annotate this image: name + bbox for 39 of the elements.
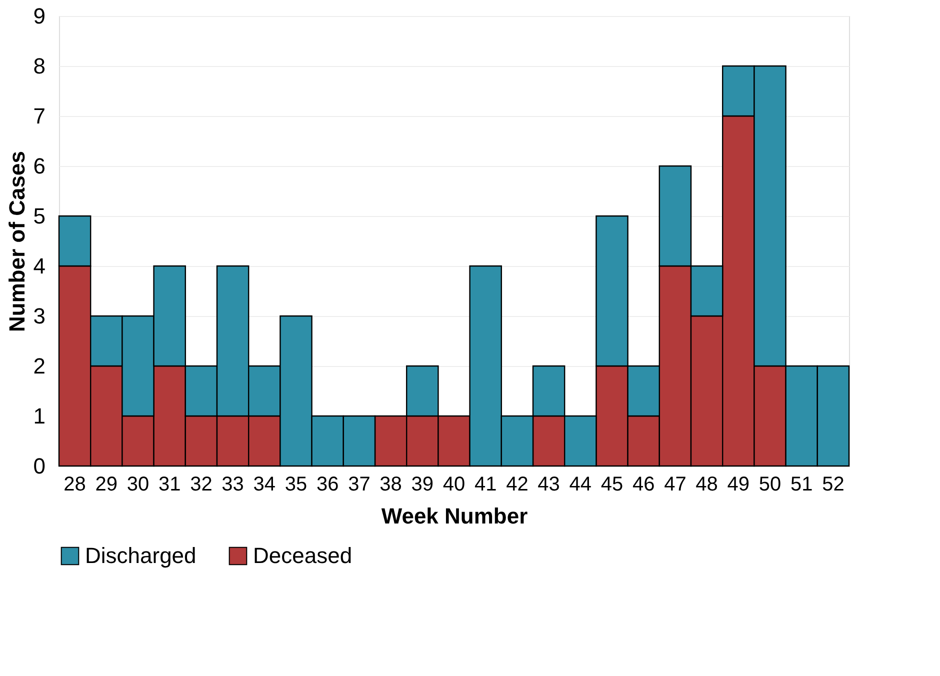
legend-label: Discharged bbox=[85, 543, 196, 568]
x-tick-label: 33 bbox=[222, 474, 244, 496]
y-tick-label: 8 bbox=[33, 54, 46, 78]
x-tick-label: 49 bbox=[727, 474, 750, 496]
x-tick-label: 29 bbox=[95, 474, 118, 496]
y-tick-label: 6 bbox=[33, 154, 46, 178]
x-tick-label: 51 bbox=[790, 474, 813, 496]
x-tick-label: 38 bbox=[380, 474, 402, 496]
x-tick-label: 41 bbox=[474, 474, 497, 496]
x-axis-title: Week Number bbox=[381, 504, 528, 528]
x-tick-label: 44 bbox=[569, 474, 592, 496]
y-tick-label: 7 bbox=[33, 104, 46, 128]
y-tick-label: 9 bbox=[33, 4, 46, 28]
y-tick-label: 4 bbox=[33, 254, 46, 278]
legend-label: Deceased bbox=[253, 543, 352, 568]
x-tick-label: 35 bbox=[284, 474, 308, 496]
x-tick-label: 46 bbox=[632, 474, 655, 496]
x-tick-label: 45 bbox=[600, 474, 624, 496]
y-tick-label: 0 bbox=[33, 454, 46, 478]
x-tick-label: 36 bbox=[316, 474, 339, 496]
y-axis-title: Number of Cases bbox=[4, 151, 30, 332]
x-tick-label: 37 bbox=[348, 474, 370, 496]
x-tick-label: 34 bbox=[253, 474, 276, 496]
x-tick-label: 43 bbox=[538, 474, 560, 496]
x-tick-label: 42 bbox=[506, 474, 528, 496]
x-tick-label: 52 bbox=[822, 474, 844, 496]
x-tick-label: 48 bbox=[696, 474, 718, 496]
y-tick-label: 3 bbox=[33, 304, 46, 328]
x-tick-label: 39 bbox=[411, 474, 434, 496]
x-tick-label: 32 bbox=[190, 474, 212, 496]
x-tick-label: 50 bbox=[758, 474, 782, 496]
y-tick-label: 1 bbox=[33, 404, 46, 428]
x-tick-label: 28 bbox=[64, 474, 86, 496]
y-tick-label: 5 bbox=[33, 204, 46, 228]
x-tick-label: 30 bbox=[126, 474, 150, 496]
y-tick-label: 2 bbox=[33, 354, 46, 378]
x-tick-label: 40 bbox=[442, 474, 466, 496]
x-tick-label: 31 bbox=[158, 474, 181, 496]
x-tick-label: 47 bbox=[664, 474, 686, 496]
